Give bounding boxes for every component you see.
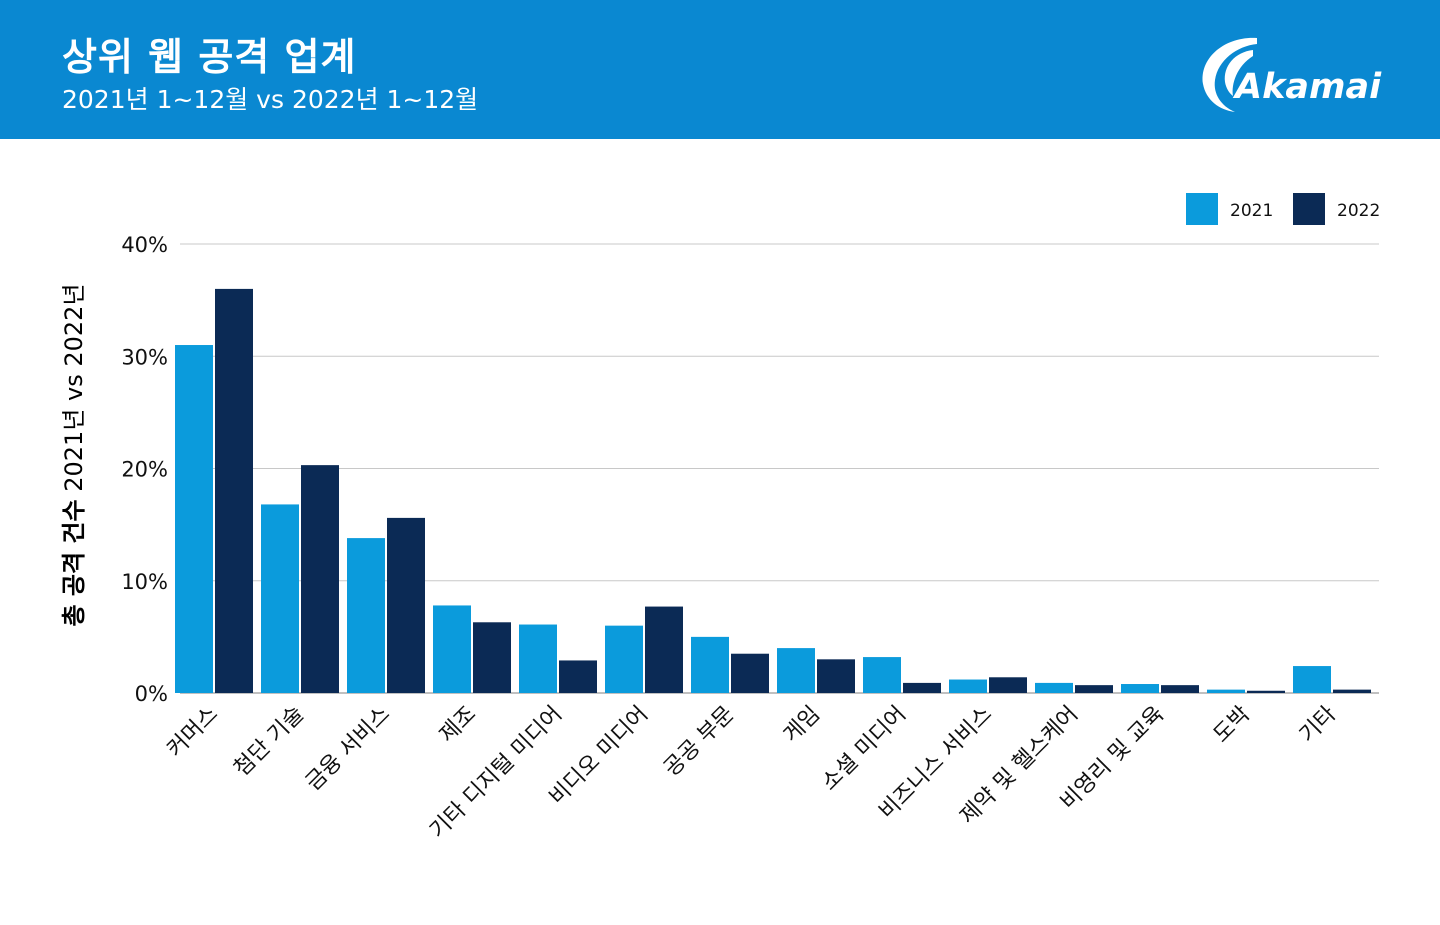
bar-2022-8 [903,682,941,693]
x-tick-label: 기타 [1295,702,1341,748]
legend-label-2021: 2021 [1230,201,1273,221]
akamai-logo-swoosh-inner [1224,50,1253,96]
y-tick-label: 20% [121,458,168,482]
bar-2021-11 [1121,684,1159,693]
bar-2021-4 [519,624,557,693]
y-axis-label: 총 공격 건수 2021년 vs 2022년 [60,283,88,626]
chart-title: 상위 웹 공격 업계 [62,35,357,79]
y-axis-label-bold: 총 공격 건수 [60,499,88,626]
bar-2022-5 [645,606,683,693]
bar-2021-6 [691,636,729,693]
bar-2021-8 [863,657,901,693]
x-tick-label: 소셜 미디어 [817,702,911,796]
bar-2022-2 [387,517,425,693]
x-tick-label: 게임 [779,702,825,748]
y-tick-label: 0% [135,682,168,706]
bar-2022-10 [1075,685,1113,693]
y-axis-ticks: 0% 10% 20% 30% 40% [121,233,168,706]
y-tick-label: 40% [121,233,168,257]
akamai-logo: Akamai [1202,37,1382,112]
akamai-logo-swoosh [1202,37,1257,112]
bar-2021-13 [1293,666,1331,693]
akamai-logo-wordmark: Akamai [1232,67,1382,107]
legend-swatch-2022 [1293,193,1325,225]
legend-swatch-2021 [1186,193,1218,225]
bar-2021-7 [777,648,815,693]
chart-subtitle: 2021년 1~12월 vs 2022년 1~12월 [62,85,479,114]
header-banner: 상위 웹 공격 업계 2021년 1~12월 vs 2022년 1~12월 Ak… [0,0,1440,139]
bar-2022-3 [473,622,511,693]
bar-2021-1 [261,504,299,693]
y-tick-label: 30% [121,345,168,369]
bar-2021-12 [1207,689,1245,693]
bar-2022-6 [731,653,769,693]
legend-label-2022: 2022 [1337,201,1380,221]
bar-2021-2 [347,538,385,693]
bar-2022-9 [989,677,1027,693]
legend: 2021 2022 [1186,193,1380,225]
x-tick-label: 도박 [1209,702,1255,748]
y-tick-label: 10% [121,570,168,594]
x-tick-label: 공공 부문 [659,702,739,782]
bar-2021-9 [949,679,987,693]
bar-2022-7 [817,659,855,693]
x-tick-label: 제조 [435,702,481,748]
bar-2022-13 [1333,689,1371,693]
bars [175,288,1371,693]
bar-2022-1 [301,465,339,693]
bar-2021-0 [175,345,213,693]
x-tick-label: 금융 서비스 [301,702,395,796]
bar-2022-11 [1161,685,1199,693]
bar-2021-3 [433,605,471,693]
bar-2021-5 [605,625,643,693]
bar-2022-0 [215,288,253,693]
x-tick-label: 첨단 기술 [229,702,309,782]
bar-2021-10 [1035,682,1073,693]
bar-2022-12 [1247,690,1285,693]
x-tick-label: 커머스 [163,702,224,763]
bar-2022-4 [559,660,597,693]
y-axis-label-rest: 2021년 vs 2022년 [60,283,88,499]
